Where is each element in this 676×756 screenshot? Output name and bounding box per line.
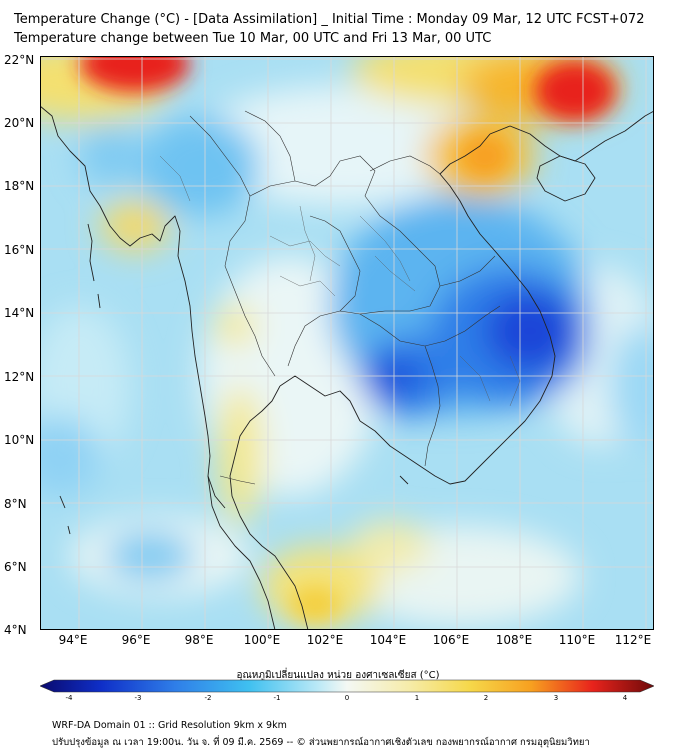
colorbar-ramp [40,679,654,693]
footer-model-info: WRF-DA Domain 01 :: Grid Resolution 9km … [52,720,287,731]
colorbar-tick: -1 [273,694,281,702]
lon-label: 106°E [432,633,470,647]
lat-label: 4°N [4,623,27,637]
lon-label: 104°E [369,633,407,647]
colorbar-tick: -2 [204,694,212,702]
lat-label: 14°N [4,306,35,320]
lat-label: 8°N [4,497,27,511]
map-title: Temperature Change (°C) - [Data Assimila… [14,12,645,27]
colorbar-tick: 3 [553,694,559,702]
map-subtitle: Temperature change between Tue 10 Mar, 0… [14,31,492,46]
lat-label: 16°N [4,243,35,257]
lat-label: 6°N [4,560,27,574]
colorbar-tick: 4 [622,694,628,702]
colorbar-tick: 2 [483,694,489,702]
lat-label: 18°N [4,179,35,193]
lon-label: 96°E [121,633,151,647]
coastlines [40,105,654,630]
lon-label: 98°E [184,633,214,647]
colorbar-title: อุณหภูมิเปลี่ยนแปลง หน่วย องศาเซลเซียส (… [236,670,440,681]
lon-label: 110°E [558,633,596,647]
colorbar-tick: -4 [65,694,73,702]
borders [159,110,521,485]
lat-label: 22°N [4,53,35,67]
lon-label: 100°E [243,633,281,647]
colorbar-tick: -3 [134,694,142,702]
lon-label: 94°E [58,633,88,647]
map-frame [40,56,654,630]
graticule [40,56,654,630]
temperature-change-map [40,56,654,630]
lon-label: 112°E [614,633,652,647]
lat-label: 12°N [4,370,35,384]
colorbar [40,679,654,693]
hot-spots [80,56,615,622]
lat-label: 10°N [4,433,35,447]
lon-label: 102°E [306,633,344,647]
colorbar-tick: 1 [414,694,420,702]
lon-label: 108°E [495,633,533,647]
footer-credit: ปรับปรุงข้อมูล ณ เวลา 19:00น. วัน จ. ที่… [52,737,590,748]
colorbar-tick: 0 [344,694,350,702]
lat-label: 20°N [4,116,35,130]
